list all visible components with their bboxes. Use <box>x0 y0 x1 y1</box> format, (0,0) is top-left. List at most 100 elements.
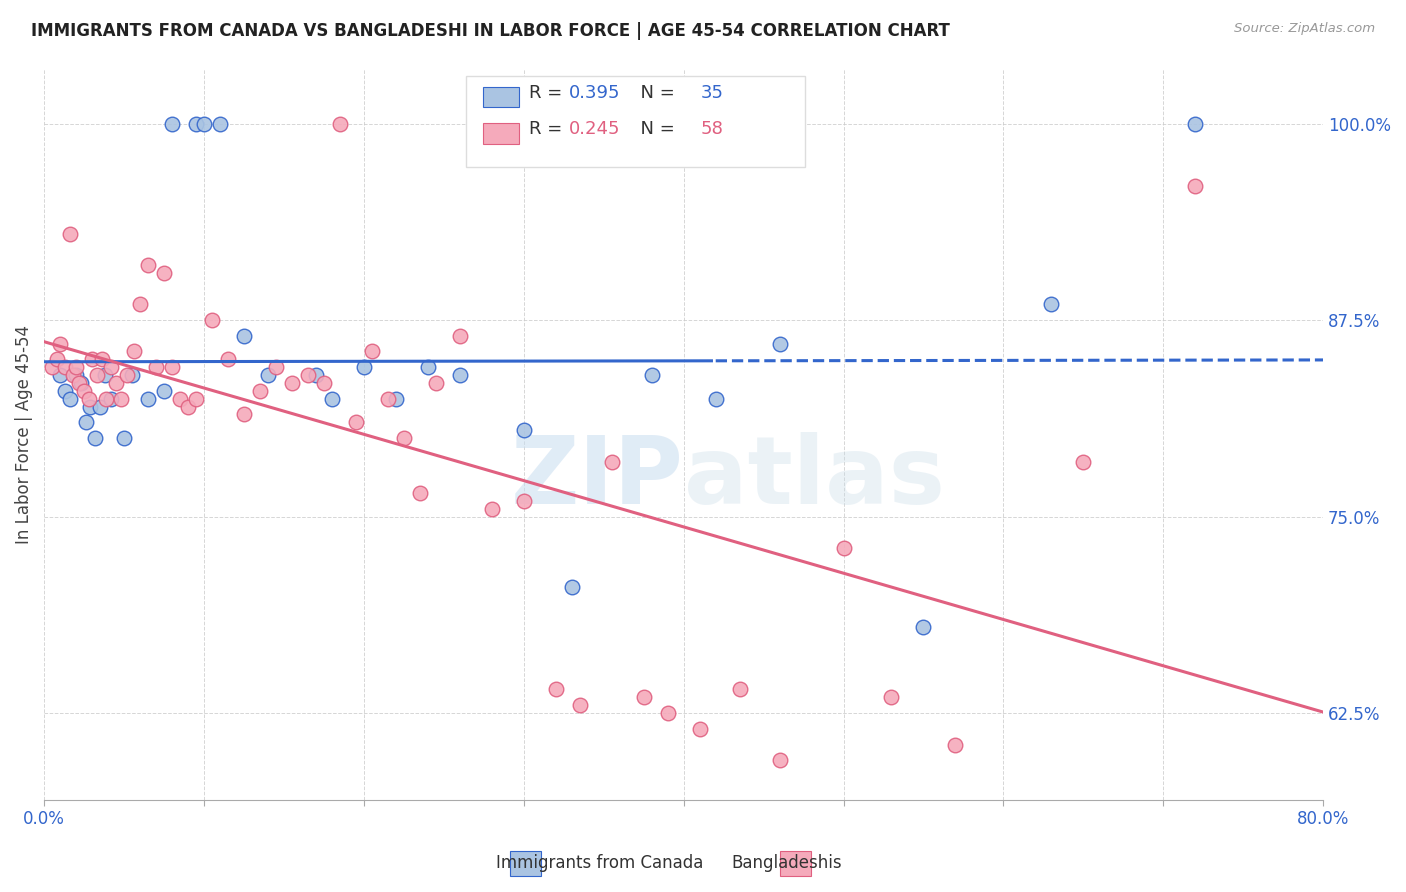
Point <box>233 328 256 343</box>
Point <box>53 360 76 375</box>
Point <box>481 501 503 516</box>
Point <box>1184 179 1206 194</box>
Point <box>249 384 271 398</box>
Point <box>153 266 176 280</box>
Point <box>912 619 935 633</box>
Point <box>112 431 135 445</box>
Text: N =: N = <box>628 120 681 138</box>
Point <box>49 368 72 382</box>
Point <box>177 400 200 414</box>
Point <box>94 368 117 382</box>
Point <box>257 368 280 382</box>
Point <box>84 431 107 445</box>
Point <box>160 360 183 375</box>
Point <box>513 423 536 437</box>
Text: IMMIGRANTS FROM CANADA VS BANGLADESHI IN LABOR FORCE | AGE 45-54 CORRELATION CHA: IMMIGRANTS FROM CANADA VS BANGLADESHI IN… <box>31 22 950 40</box>
Point <box>49 336 72 351</box>
Point <box>233 408 256 422</box>
Point <box>1040 297 1063 311</box>
Point <box>89 400 111 414</box>
Point <box>945 738 967 752</box>
FancyBboxPatch shape <box>780 851 811 876</box>
Point <box>121 368 143 382</box>
Point <box>73 384 96 398</box>
Point <box>728 682 751 697</box>
Point <box>136 392 159 406</box>
Point <box>53 384 76 398</box>
Point <box>160 116 183 130</box>
Point <box>59 392 82 406</box>
Point <box>77 392 100 406</box>
Point <box>600 454 623 468</box>
Point <box>65 360 87 375</box>
Point <box>353 360 375 375</box>
Point <box>41 360 63 375</box>
Point <box>360 344 382 359</box>
Point <box>100 360 122 375</box>
Point <box>689 722 711 736</box>
Point <box>65 368 87 382</box>
Point <box>377 392 399 406</box>
Point <box>59 227 82 241</box>
Text: atlas: atlas <box>683 432 945 524</box>
Point <box>100 392 122 406</box>
Point <box>105 376 128 390</box>
Text: Immigrants from Canada: Immigrants from Canada <box>496 855 703 872</box>
Point <box>90 352 112 367</box>
Point <box>425 376 447 390</box>
Point <box>281 376 304 390</box>
Text: 0.395: 0.395 <box>568 84 620 102</box>
Point <box>96 392 118 406</box>
Point <box>344 415 367 429</box>
Point <box>392 431 415 445</box>
Point <box>297 368 319 382</box>
Point <box>1184 116 1206 130</box>
Point <box>201 313 224 327</box>
Point <box>45 352 67 367</box>
FancyBboxPatch shape <box>510 851 541 876</box>
Point <box>544 682 567 697</box>
Point <box>208 116 231 130</box>
Y-axis label: In Labor Force | Age 45-54: In Labor Force | Age 45-54 <box>15 325 32 543</box>
Point <box>321 392 343 406</box>
FancyBboxPatch shape <box>482 123 519 144</box>
Point <box>75 415 97 429</box>
Point <box>416 360 439 375</box>
Text: Source: ZipAtlas.com: Source: ZipAtlas.com <box>1234 22 1375 36</box>
Point <box>67 376 90 390</box>
Point <box>62 368 84 382</box>
Point <box>633 690 655 705</box>
Text: N =: N = <box>628 84 681 102</box>
Point <box>129 297 152 311</box>
Point <box>449 368 471 382</box>
Point <box>117 368 139 382</box>
Text: R =: R = <box>529 120 568 138</box>
Text: Bangladeshis: Bangladeshis <box>731 855 842 872</box>
Point <box>657 706 679 720</box>
Point <box>880 690 903 705</box>
Point <box>704 392 727 406</box>
Point <box>768 753 790 767</box>
Text: 58: 58 <box>700 120 723 138</box>
Point <box>1071 454 1094 468</box>
Point <box>305 368 328 382</box>
Point <box>264 360 287 375</box>
Point <box>70 376 93 390</box>
Point <box>122 344 145 359</box>
Point <box>184 392 207 406</box>
Text: 35: 35 <box>700 84 723 102</box>
Point <box>136 258 159 272</box>
Text: 0.245: 0.245 <box>568 120 620 138</box>
Point <box>110 392 132 406</box>
Point <box>568 698 591 713</box>
Point <box>561 580 583 594</box>
Point <box>153 384 176 398</box>
Point <box>640 368 662 382</box>
Point <box>385 392 408 406</box>
FancyBboxPatch shape <box>482 87 519 107</box>
Point <box>832 541 855 555</box>
Point <box>145 360 167 375</box>
Point <box>80 352 103 367</box>
Text: R =: R = <box>529 84 568 102</box>
Point <box>513 493 536 508</box>
